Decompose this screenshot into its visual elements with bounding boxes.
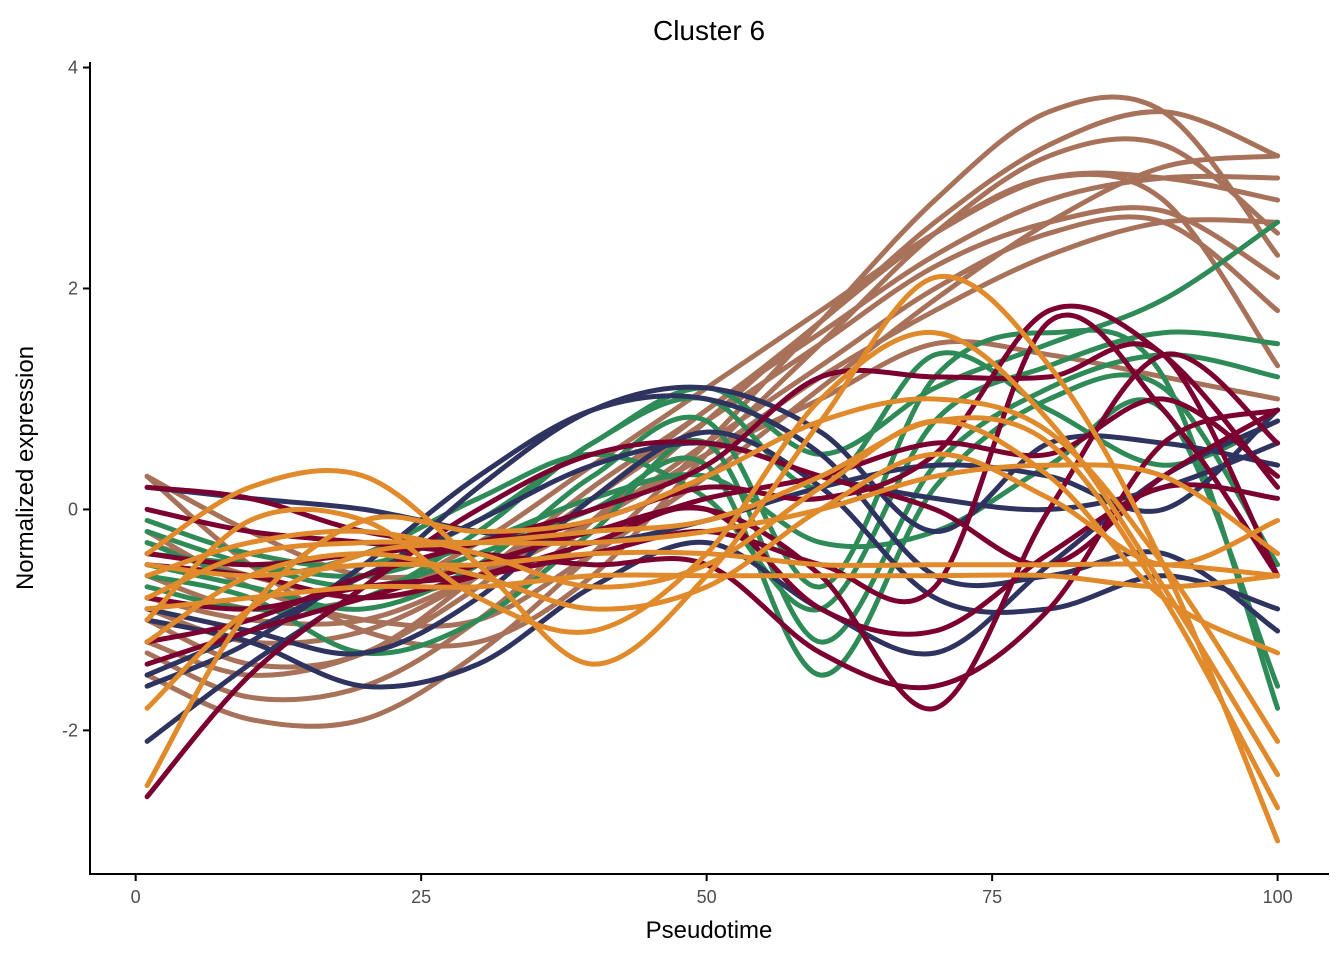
series-lines [144, 94, 1281, 844]
x-ticks: 0 25 50 75 100 [131, 874, 1293, 907]
series-line-25 [144, 407, 1281, 800]
series-line-34 [144, 273, 1281, 844]
x-tick-label: 75 [982, 887, 1002, 907]
series-line-33 [144, 396, 1281, 789]
series-line-8 [144, 171, 1281, 703]
series-line-4 [144, 173, 1281, 678]
x-tick-label: 50 [697, 887, 717, 907]
y-tick-label: -2 [62, 720, 78, 740]
series-line-15 [144, 352, 1281, 657]
series-line-11 [144, 217, 1281, 627]
series-line-41 [144, 462, 1281, 601]
y-axis-title: Normalized expression [12, 346, 39, 590]
series-line-39 [144, 418, 1281, 656]
series-line-37 [144, 572, 1281, 612]
series-line-23 [144, 429, 1281, 657]
y-ticks: -2 0 2 4 [62, 58, 90, 740]
x-tick-label: 25 [411, 887, 431, 907]
x-tick-label: 0 [131, 887, 141, 907]
series-line-40 [144, 451, 1281, 645]
x-axis-title: Pseudotime [646, 917, 773, 944]
x-tick-label: 100 [1263, 887, 1293, 907]
y-tick-label: 0 [68, 499, 78, 519]
y-tick-label: 2 [68, 278, 78, 298]
axes [89, 62, 1329, 875]
series-line-38 [144, 330, 1281, 778]
series-line-27 [144, 341, 1281, 645]
y-tick-label: 4 [68, 58, 78, 78]
chart-title: Cluster 6 [653, 15, 765, 46]
